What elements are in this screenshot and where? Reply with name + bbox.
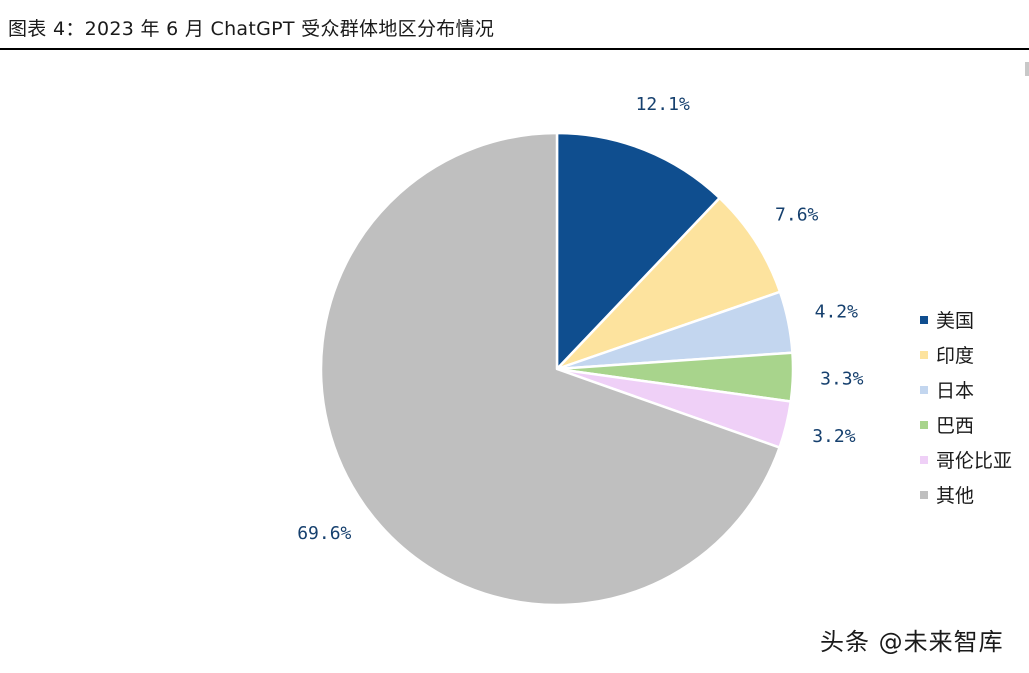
legend-item-0: 美国 (920, 302, 1012, 337)
legend-item-3: 巴西 (920, 407, 1012, 442)
legend-label-3: 巴西 (936, 415, 975, 437)
legend-swatch-3 (920, 420, 928, 429)
data-label-0: 12.1% (636, 94, 690, 115)
page-title: 图表 4：2023 年 6 月 ChatGPT 受众群体地区分布情况 (8, 18, 495, 40)
legend-swatch-0 (920, 315, 928, 324)
legend-label-5: 其他 (936, 485, 975, 507)
legend-item-1: 印度 (920, 337, 1012, 372)
legend-label-2: 日本 (936, 380, 975, 402)
scrollbar-edge (1025, 62, 1029, 76)
data-label-5: 69.6% (297, 523, 351, 544)
pie-slice-5 (319, 131, 781, 607)
legend-label-1: 印度 (936, 345, 975, 367)
title-underline (0, 48, 1029, 50)
legend-label-4: 哥伦比亚 (936, 450, 1013, 472)
legend-swatch-2 (920, 385, 928, 394)
data-label-1: 7.6% (775, 204, 819, 225)
data-label-3: 3.3% (820, 368, 864, 389)
legend-swatch-5 (920, 490, 928, 499)
legend-item-4: 哥伦比亚 (920, 442, 1012, 477)
legend-swatch-4 (920, 455, 928, 464)
pie-slice-1 (555, 196, 782, 371)
legend-item-5: 其他 (920, 477, 1012, 512)
chart-legend: 美国印度日本巴西哥伦比亚其他 (920, 302, 1012, 512)
watermark: 头条 @未来智库 (820, 628, 1004, 656)
data-label-4: 3.2% (812, 426, 856, 447)
data-label-2: 4.2% (815, 302, 859, 323)
legend-swatch-1 (920, 350, 928, 359)
pie-slice-0 (555, 131, 721, 371)
legend-item-2: 日本 (920, 372, 1012, 407)
legend-label-0: 美国 (936, 310, 975, 332)
